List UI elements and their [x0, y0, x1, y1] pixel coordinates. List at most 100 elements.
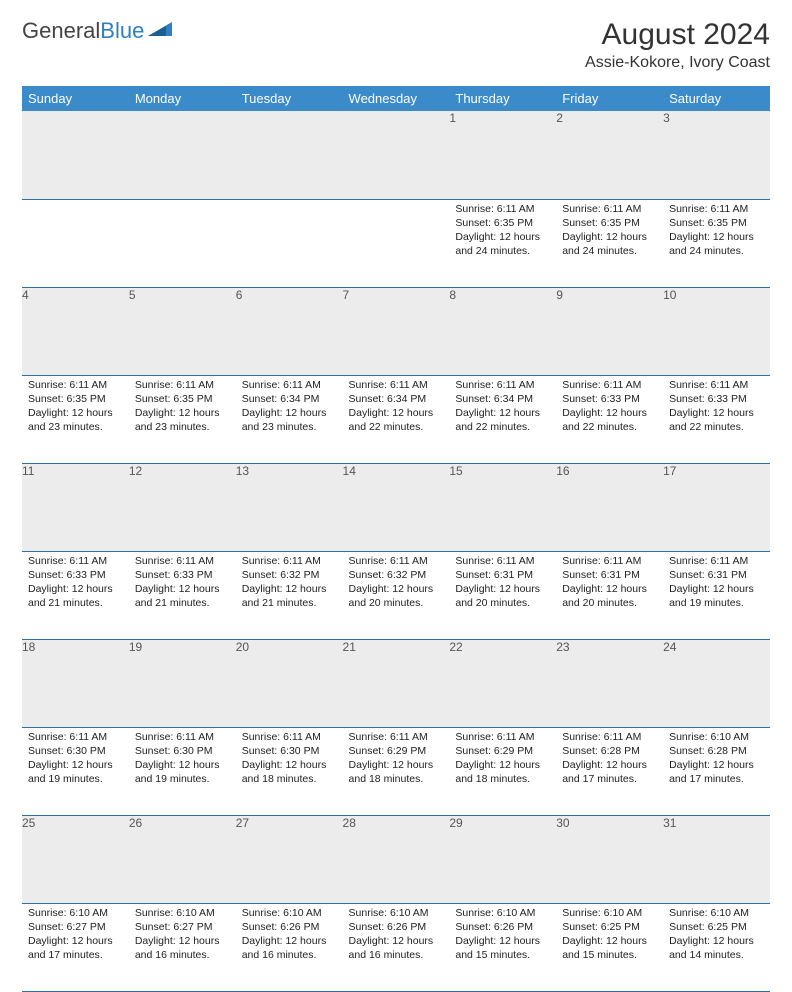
sunset-line: Sunset: 6:27 PM [28, 920, 123, 934]
day-number-row: 25262728293031 [22, 815, 770, 903]
day-number-cell: 6 [236, 287, 343, 375]
weekday-header: Tuesday [236, 86, 343, 111]
day-cell: Sunrise: 6:11 AMSunset: 6:33 PMDaylight:… [22, 551, 129, 639]
daylight-line: Daylight: 12 hours and 17 minutes. [562, 758, 657, 786]
sunrise-line: Sunrise: 6:11 AM [28, 554, 123, 568]
day-cell: Sunrise: 6:11 AMSunset: 6:30 PMDaylight:… [236, 727, 343, 815]
day-details: Sunrise: 6:11 AMSunset: 6:34 PMDaylight:… [236, 376, 343, 439]
day-cell: Sunrise: 6:11 AMSunset: 6:33 PMDaylight:… [663, 375, 770, 463]
day-number-cell: 8 [449, 287, 556, 375]
day-number-cell: 22 [449, 639, 556, 727]
sunrise-line: Sunrise: 6:10 AM [669, 906, 764, 920]
daylight-line: Daylight: 12 hours and 14 minutes. [669, 934, 764, 962]
day-details: Sunrise: 6:10 AMSunset: 6:25 PMDaylight:… [663, 904, 770, 967]
daylight-line: Daylight: 12 hours and 22 minutes. [562, 406, 657, 434]
sunrise-line: Sunrise: 6:10 AM [562, 906, 657, 920]
day-cell: Sunrise: 6:11 AMSunset: 6:30 PMDaylight:… [22, 727, 129, 815]
sunrise-line: Sunrise: 6:11 AM [135, 554, 230, 568]
sunrise-line: Sunrise: 6:11 AM [349, 378, 444, 392]
sunrise-line: Sunrise: 6:10 AM [349, 906, 444, 920]
calendar-table: Sunday Monday Tuesday Wednesday Thursday… [22, 86, 770, 992]
daylight-line: Daylight: 12 hours and 24 minutes. [562, 230, 657, 258]
day-cell: Sunrise: 6:11 AMSunset: 6:29 PMDaylight:… [449, 727, 556, 815]
sunrise-line: Sunrise: 6:11 AM [562, 730, 657, 744]
day-details: Sunrise: 6:10 AMSunset: 6:27 PMDaylight:… [129, 904, 236, 967]
sunrise-line: Sunrise: 6:11 AM [135, 378, 230, 392]
weekday-header-row: Sunday Monday Tuesday Wednesday Thursday… [22, 86, 770, 111]
day-cell: Sunrise: 6:11 AMSunset: 6:31 PMDaylight:… [449, 551, 556, 639]
day-number-cell: 15 [449, 463, 556, 551]
sunset-line: Sunset: 6:26 PM [349, 920, 444, 934]
sunrise-line: Sunrise: 6:10 AM [669, 730, 764, 744]
sunset-line: Sunset: 6:32 PM [349, 568, 444, 582]
day-cell: Sunrise: 6:11 AMSunset: 6:35 PMDaylight:… [556, 199, 663, 287]
week-row: Sunrise: 6:11 AMSunset: 6:30 PMDaylight:… [22, 727, 770, 815]
sunset-line: Sunset: 6:27 PM [135, 920, 230, 934]
location: Assie-Kokore, Ivory Coast [585, 54, 770, 72]
sunset-line: Sunset: 6:29 PM [455, 744, 550, 758]
day-cell: Sunrise: 6:11 AMSunset: 6:34 PMDaylight:… [449, 375, 556, 463]
sunset-line: Sunset: 6:35 PM [562, 216, 657, 230]
day-details: Sunrise: 6:11 AMSunset: 6:35 PMDaylight:… [556, 200, 663, 263]
day-details: Sunrise: 6:11 AMSunset: 6:30 PMDaylight:… [129, 728, 236, 791]
day-number-cell: 9 [556, 287, 663, 375]
day-number-cell: 5 [129, 287, 236, 375]
daylight-line: Daylight: 12 hours and 17 minutes. [669, 758, 764, 786]
daylight-line: Daylight: 12 hours and 22 minutes. [455, 406, 550, 434]
sunset-line: Sunset: 6:33 PM [669, 392, 764, 406]
day-cell [343, 199, 450, 287]
sunset-line: Sunset: 6:26 PM [242, 920, 337, 934]
sunrise-line: Sunrise: 6:10 AM [455, 906, 550, 920]
weekday-header: Friday [556, 86, 663, 111]
sunrise-line: Sunrise: 6:10 AM [135, 906, 230, 920]
day-details: Sunrise: 6:11 AMSunset: 6:30 PMDaylight:… [22, 728, 129, 791]
daylight-line: Daylight: 12 hours and 21 minutes. [242, 582, 337, 610]
sunset-line: Sunset: 6:33 PM [562, 392, 657, 406]
day-details: Sunrise: 6:10 AMSunset: 6:27 PMDaylight:… [22, 904, 129, 967]
day-details: Sunrise: 6:10 AMSunset: 6:25 PMDaylight:… [556, 904, 663, 967]
sunrise-line: Sunrise: 6:11 AM [242, 554, 337, 568]
daylight-line: Daylight: 12 hours and 18 minutes. [455, 758, 550, 786]
daylight-line: Daylight: 12 hours and 22 minutes. [349, 406, 444, 434]
day-cell: Sunrise: 6:11 AMSunset: 6:34 PMDaylight:… [343, 375, 450, 463]
daylight-line: Daylight: 12 hours and 17 minutes. [28, 934, 123, 962]
sunset-line: Sunset: 6:31 PM [562, 568, 657, 582]
day-cell: Sunrise: 6:10 AMSunset: 6:28 PMDaylight:… [663, 727, 770, 815]
sunset-line: Sunset: 6:31 PM [455, 568, 550, 582]
sunrise-line: Sunrise: 6:11 AM [455, 554, 550, 568]
day-cell: Sunrise: 6:10 AMSunset: 6:25 PMDaylight:… [663, 903, 770, 991]
logo-icon [148, 18, 176, 44]
day-details: Sunrise: 6:11 AMSunset: 6:35 PMDaylight:… [129, 376, 236, 439]
day-number-cell: 31 [663, 815, 770, 903]
day-cell [22, 199, 129, 287]
day-number-cell: 11 [22, 463, 129, 551]
day-cell: Sunrise: 6:11 AMSunset: 6:35 PMDaylight:… [129, 375, 236, 463]
brand-text-1: General [22, 18, 100, 44]
daylight-line: Daylight: 12 hours and 21 minutes. [28, 582, 123, 610]
day-number-cell: 7 [343, 287, 450, 375]
sunset-line: Sunset: 6:35 PM [135, 392, 230, 406]
daylight-line: Daylight: 12 hours and 15 minutes. [455, 934, 550, 962]
title-block: August 2024 Assie-Kokore, Ivory Coast [585, 18, 770, 72]
day-cell: Sunrise: 6:10 AMSunset: 6:27 PMDaylight:… [129, 903, 236, 991]
day-number-cell: 14 [343, 463, 450, 551]
day-cell: Sunrise: 6:11 AMSunset: 6:31 PMDaylight:… [663, 551, 770, 639]
day-number-cell: 16 [556, 463, 663, 551]
week-row: Sunrise: 6:11 AMSunset: 6:33 PMDaylight:… [22, 551, 770, 639]
day-cell: Sunrise: 6:10 AMSunset: 6:27 PMDaylight:… [22, 903, 129, 991]
sunrise-line: Sunrise: 6:11 AM [669, 554, 764, 568]
sunrise-line: Sunrise: 6:11 AM [28, 378, 123, 392]
sunset-line: Sunset: 6:31 PM [669, 568, 764, 582]
day-details: Sunrise: 6:11 AMSunset: 6:33 PMDaylight:… [663, 376, 770, 439]
day-number-cell: 25 [22, 815, 129, 903]
day-cell: Sunrise: 6:10 AMSunset: 6:26 PMDaylight:… [236, 903, 343, 991]
sunrise-line: Sunrise: 6:11 AM [242, 730, 337, 744]
day-number-cell: 17 [663, 463, 770, 551]
day-details: Sunrise: 6:10 AMSunset: 6:26 PMDaylight:… [449, 904, 556, 967]
day-number-cell: 18 [22, 639, 129, 727]
day-details: Sunrise: 6:11 AMSunset: 6:32 PMDaylight:… [343, 552, 450, 615]
daylight-line: Daylight: 12 hours and 16 minutes. [242, 934, 337, 962]
day-number-cell: 4 [22, 287, 129, 375]
day-details: Sunrise: 6:11 AMSunset: 6:35 PMDaylight:… [22, 376, 129, 439]
brand-text-2: Blue [100, 18, 144, 44]
